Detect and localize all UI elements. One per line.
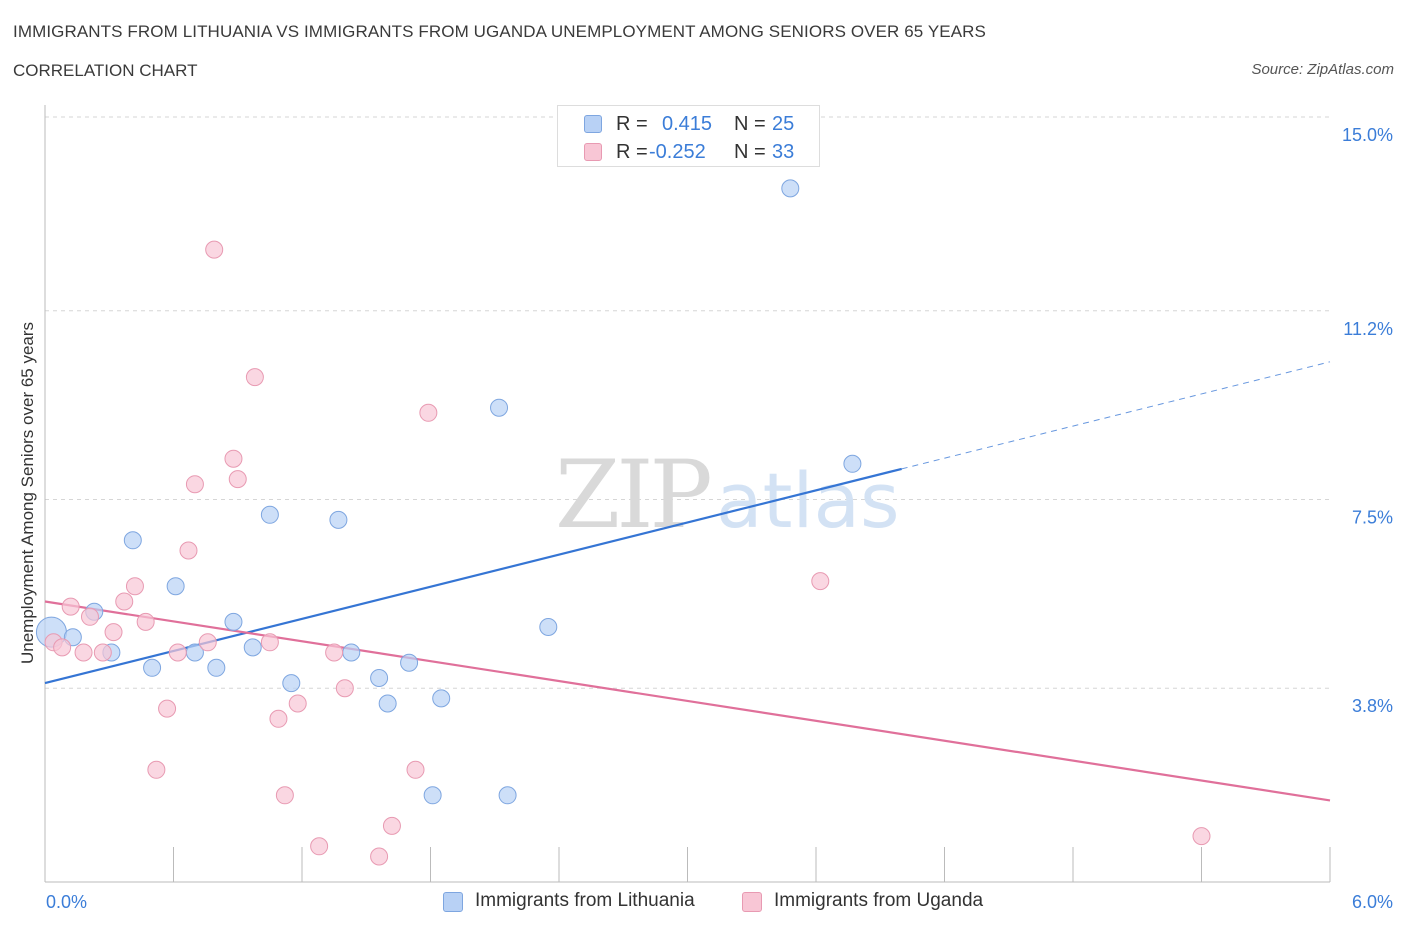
trend-lines (44, 361, 1331, 802)
point-uganda (136, 612, 155, 631)
point-lithuania (342, 643, 361, 662)
legend-n-label: N = (734, 113, 766, 135)
chart-title: IMMIGRANTS FROM LITHUANIA VS IMMIGRANTS … (13, 22, 986, 41)
point-uganda (185, 475, 204, 494)
point-lithuania (423, 786, 442, 805)
point-lithuania (490, 398, 509, 417)
point-uganda (168, 643, 187, 662)
point-uganda (93, 643, 112, 662)
point-uganda (275, 786, 294, 805)
point-uganda (147, 760, 166, 779)
point-uganda (80, 607, 99, 626)
point-uganda (811, 572, 830, 591)
point-lithuania (282, 674, 301, 693)
legend-n-label: N = (734, 141, 766, 163)
point-uganda (310, 837, 329, 856)
point-lithuania (329, 510, 348, 529)
y-tick-label: 3.8% (1352, 696, 1393, 716)
point-uganda (53, 638, 72, 657)
point-uganda (179, 541, 198, 560)
point-uganda (198, 633, 217, 652)
trend-line-lithuania-extension (901, 361, 1331, 470)
point-uganda (224, 449, 243, 468)
source-label: Source: ZipAtlas.com (1251, 61, 1394, 78)
point-lithuania (400, 653, 419, 672)
point-uganda (325, 643, 344, 662)
point-uganda (382, 816, 401, 835)
legend-swatch-uganda (584, 143, 602, 161)
point-uganda (335, 679, 354, 698)
point-lithuania (166, 577, 185, 596)
watermark-atlas: atlas (716, 456, 900, 545)
point-lithuania (224, 612, 243, 631)
legend-swatch-lithuania (584, 115, 602, 133)
point-uganda (370, 847, 389, 866)
point-uganda (269, 709, 288, 728)
trend-line-uganda (44, 600, 1331, 802)
y-tick-label: 11.2% (1343, 319, 1393, 339)
point-lithuania (432, 689, 451, 708)
point-uganda (158, 699, 177, 718)
point-uganda (260, 633, 279, 652)
point-lithuania (207, 658, 226, 677)
point-uganda (74, 643, 93, 662)
point-uganda (419, 403, 438, 422)
bottom-legend-label-uganda: Immigrants from Uganda (774, 890, 984, 911)
point-lithuania (539, 618, 558, 636)
point-uganda (288, 694, 307, 713)
legend-r-value: -0.252 (649, 141, 706, 163)
point-uganda (406, 760, 425, 779)
point-lithuania (370, 669, 389, 687)
point-lithuania (123, 531, 142, 550)
point-uganda (245, 368, 264, 387)
watermark: ZIP atlas (555, 441, 900, 550)
point-lithuania (498, 786, 517, 805)
bottom-legend-label-lithuania: Immigrants from Lithuania (475, 890, 695, 911)
y-tick-label: 7.5% (1352, 508, 1393, 528)
point-lithuania (843, 454, 862, 473)
bottom-legend-swatch-uganda (742, 892, 762, 912)
correlation-legend: R = 0.415 N = 25 R = -0.252 N = 33 (557, 105, 820, 167)
point-uganda (125, 577, 144, 596)
y-tick-label: 15.0% (1342, 125, 1393, 145)
legend-r-value: 0.415 (662, 113, 713, 135)
chart-subtitle: CORRELATION CHART (13, 61, 198, 80)
point-uganda (61, 597, 80, 616)
x-tick-label: 6.0% (1352, 892, 1393, 912)
point-uganda (115, 592, 134, 611)
legend-r-label: R = (616, 113, 648, 135)
axes (44, 105, 1331, 883)
point-lithuania (243, 638, 262, 657)
point-uganda (104, 623, 123, 642)
point-lithuania (143, 658, 162, 677)
point-uganda (1192, 827, 1211, 846)
legend-n-value: 33 (772, 141, 795, 163)
bottom-legend-swatch-lithuania (443, 892, 463, 912)
point-uganda (228, 470, 247, 489)
watermark-zip: ZIP (555, 441, 709, 550)
point-lithuania (260, 505, 279, 524)
point-uganda (205, 240, 224, 259)
data-points (35, 179, 1211, 866)
tick-labels: 3.8% 7.5% 11.2% 15.0% 0.0% 6.0% (46, 125, 1393, 912)
legend-r-label: R = (616, 141, 648, 163)
x-tick-label: 0.0% (46, 892, 87, 912)
legend-n-value: 25 (772, 113, 795, 135)
point-lithuania (378, 694, 397, 713)
grid-lines (45, 116, 1330, 689)
point-lithuania (781, 179, 800, 198)
